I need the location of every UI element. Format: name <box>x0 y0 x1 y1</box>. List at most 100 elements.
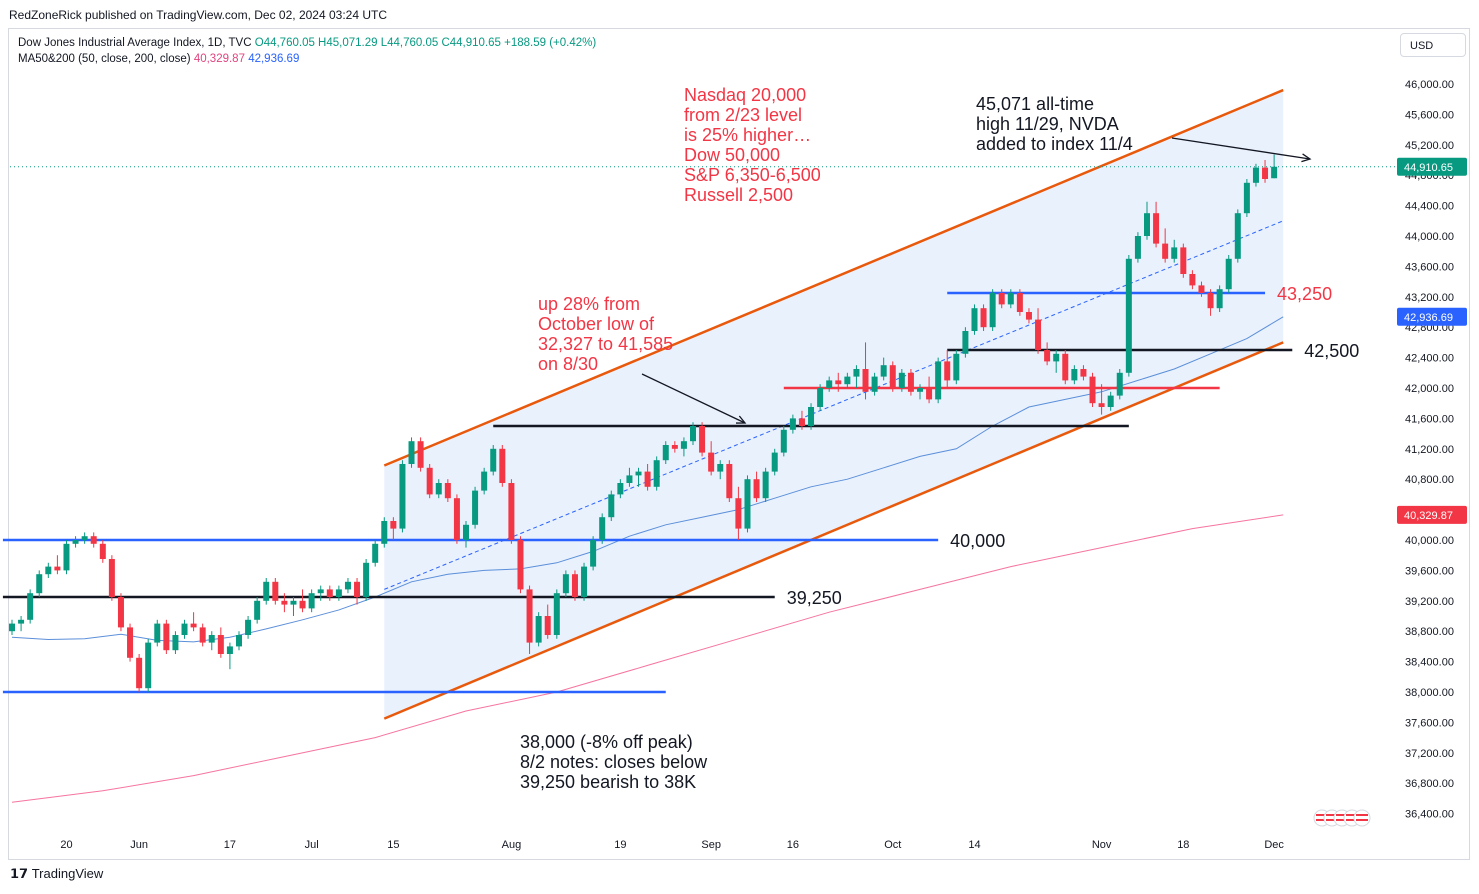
candle-body <box>1035 319 1042 350</box>
candle-body <box>417 441 424 468</box>
annotation-text: Nasdaq 20,000 <box>684 85 806 105</box>
candle-body <box>780 429 787 453</box>
x-tick-label: 14 <box>968 839 980 851</box>
y-tick-label: 40,800.00 <box>1405 474 1454 486</box>
candle-body <box>463 524 469 540</box>
annotation-text: 8/2 notes: closes below <box>520 752 708 772</box>
candle-body <box>826 380 833 388</box>
annotation-text: 32,327 to 41,585 <box>538 334 673 354</box>
candle-body <box>1153 213 1160 244</box>
candle-body <box>1225 258 1232 290</box>
candle-body <box>553 593 560 635</box>
candle-body <box>190 623 197 628</box>
candle-body <box>335 589 342 597</box>
x-tick-label: 17 <box>224 839 236 851</box>
candle-body <box>717 464 724 472</box>
candle-body <box>762 471 769 499</box>
candle-body <box>317 589 324 594</box>
candle-body <box>617 483 624 495</box>
candle-body <box>1252 167 1259 183</box>
candle-body <box>907 372 914 392</box>
candle-body <box>1098 403 1105 407</box>
candle-body <box>1089 376 1096 404</box>
tradingview-logo[interactable]: 𝟭𝟳 TradingView <box>10 866 103 882</box>
y-tick-label: 42,400.00 <box>1405 353 1454 365</box>
candle-body <box>517 540 524 590</box>
annotation-text: from 2/23 level <box>684 105 802 125</box>
candle-body <box>1216 289 1223 309</box>
candle-body <box>608 494 615 518</box>
candle-body <box>1234 213 1241 259</box>
candle-body <box>154 623 161 643</box>
candle-body <box>281 600 288 605</box>
candle-body <box>535 616 542 643</box>
currency-button[interactable]: USD <box>1400 33 1466 57</box>
candle-body <box>680 441 687 449</box>
candle-body <box>27 593 34 620</box>
annotation-text: 39,250 bearish to 38K <box>520 772 696 792</box>
candle-body <box>935 361 942 400</box>
candle-body <box>1062 353 1069 381</box>
candle-body <box>1007 293 1014 305</box>
candle-body <box>63 543 70 571</box>
legend-ma-label[interactable]: MA50&200 (50, close, 200, close) <box>18 53 191 65</box>
annotation-text: high 11/29, NVDA <box>976 114 1119 134</box>
candle-body <box>472 490 479 525</box>
candle-body <box>344 581 351 590</box>
candle-body <box>835 380 842 385</box>
annotation-text: October low of <box>538 314 655 334</box>
candle-body <box>980 308 987 328</box>
legend-symbol[interactable]: Dow Jones Industrial Average Index, 1D, … <box>18 37 252 49</box>
price-tag <box>1397 307 1467 326</box>
candle-body <box>36 574 43 594</box>
x-tick-label: Nov <box>1092 839 1112 851</box>
legend-ma50-value: 40,329.87 <box>193 53 245 65</box>
candle-body <box>898 372 905 388</box>
x-tick-label: Dec <box>1264 839 1284 851</box>
candle-body <box>944 361 951 381</box>
candle-body <box>953 353 960 381</box>
candle-body <box>690 426 696 442</box>
level-label: 43,250 <box>1277 284 1332 304</box>
candle-body <box>1125 258 1132 373</box>
candle-body <box>263 581 270 601</box>
candle-body <box>236 635 242 647</box>
level-label: 40,000 <box>950 531 1005 551</box>
candle-body <box>363 562 370 597</box>
candle-body <box>926 388 933 400</box>
august-arrow-head <box>735 415 747 424</box>
candle-body <box>808 407 815 426</box>
y-tick-label: 38,000.00 <box>1405 687 1454 699</box>
candle-body <box>526 589 533 643</box>
flag-stripe <box>1356 814 1368 816</box>
candle-body <box>54 566 61 571</box>
candle-body <box>708 452 715 472</box>
chart-frame <box>8 28 1470 860</box>
candle-body <box>590 540 597 567</box>
y-tick-label: 43,600.00 <box>1405 261 1454 273</box>
candle-body <box>1180 247 1187 274</box>
annotation-text: is 25% higher… <box>684 125 811 145</box>
flag-stripe <box>1316 819 1328 821</box>
x-tick-label: Aug <box>502 839 522 851</box>
candle-body <box>1071 369 1078 381</box>
candle-body <box>408 441 415 464</box>
chart-legend: Dow Jones Industrial Average Index, 1D, … <box>18 35 596 67</box>
candle-body <box>1243 182 1250 214</box>
candle-body <box>671 445 678 449</box>
candle-body <box>508 483 515 540</box>
candle-body <box>390 521 397 529</box>
candle-body <box>889 365 896 388</box>
candle-body <box>735 498 742 529</box>
annotation-text: Russell 2,500 <box>684 185 793 205</box>
flag-stripe <box>1356 819 1368 821</box>
candle-body <box>272 581 279 601</box>
candle-body <box>644 471 651 487</box>
candle-body <box>1080 369 1087 377</box>
channel-upper-line <box>383 88 1284 467</box>
candle-body <box>381 521 388 544</box>
channel-mid-line <box>384 220 1284 590</box>
candle-body <box>753 479 760 499</box>
candle-body <box>971 308 978 331</box>
